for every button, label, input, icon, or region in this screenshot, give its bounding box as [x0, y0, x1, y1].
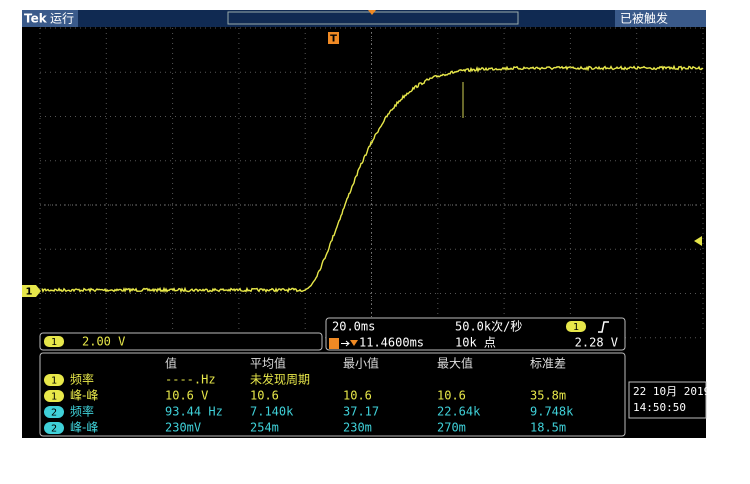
- cell: 230mV: [165, 421, 201, 435]
- trigger-channel: 1: [573, 322, 579, 333]
- cell: 22.64k: [437, 405, 481, 419]
- cell: 9.748k: [530, 405, 574, 419]
- cell: 93.44 Hz: [165, 405, 223, 419]
- column-header: 最大值: [437, 356, 473, 371]
- channel-id: 1: [51, 337, 57, 348]
- cell: 270m: [437, 421, 466, 435]
- status-panel: [22, 10, 78, 27]
- trigger-level: 2.28 V: [575, 336, 618, 350]
- datetime-box: [628, 381, 707, 419]
- measurement-box: [39, 352, 626, 437]
- cell: 10.6: [437, 389, 466, 403]
- trigger-status: 已被触发: [620, 11, 668, 26]
- channel-badge: [44, 336, 64, 347]
- date: 22 10月 2019: [633, 385, 710, 398]
- channel-box: [39, 332, 323, 351]
- sample-rate: 50.0k次/秒: [455, 320, 522, 334]
- trigger-slope-icon: [598, 321, 609, 333]
- channel-badge: [44, 390, 64, 402]
- cell: 10.6 V: [165, 389, 208, 403]
- cell: 35.8m: [530, 389, 566, 403]
- waveform-trace: [41, 64, 704, 294]
- top-bar: [22, 10, 706, 27]
- trigger-point-marker: [368, 10, 376, 15]
- volts-per-div: 2.00 V: [82, 335, 125, 349]
- row-name: 峰-峰: [70, 421, 98, 435]
- trigger-marker-bg: [328, 32, 339, 44]
- cell: 37.17: [343, 405, 379, 419]
- row-name: 频率: [70, 404, 94, 419]
- channel-marker-arrow: [36, 285, 41, 297]
- channel-marker-bg: [22, 285, 36, 297]
- cell: 10.6: [343, 389, 372, 403]
- cell: 10.6: [250, 389, 279, 403]
- cell: 7.140k: [250, 405, 294, 419]
- column-header: 值: [165, 356, 177, 371]
- channel-badge: [44, 422, 64, 434]
- column-header: 标准差: [530, 357, 566, 371]
- cell: 254m: [250, 421, 279, 435]
- column-header: 平均值: [250, 356, 286, 371]
- run-status: 运行: [50, 12, 74, 26]
- trigger-pos-icon: [329, 338, 339, 349]
- cell: 未发现周期: [250, 372, 310, 387]
- cell: 18.5m: [530, 421, 566, 435]
- row-name: 频率: [70, 372, 94, 387]
- row-channel: 2: [51, 424, 57, 435]
- time: 14:50:50: [633, 401, 686, 414]
- channel-badge: [44, 374, 64, 386]
- cell: 230m: [343, 421, 372, 435]
- channel-marker: 1: [26, 287, 33, 298]
- time-per-div: 20.0ms: [332, 320, 375, 334]
- brand: Tek: [24, 12, 48, 26]
- channel-badge: [44, 406, 64, 418]
- column-header: 最小值: [343, 356, 379, 371]
- trigger-pos-down: [350, 340, 358, 346]
- cell: ----.Hz: [165, 373, 216, 387]
- row-channel: 1: [51, 376, 57, 387]
- trigger-pos-arrow: [341, 340, 350, 347]
- trigger-channel-badge: [566, 321, 586, 332]
- record-length: 10k 点: [455, 336, 496, 350]
- row-name: 峰-峰: [70, 389, 98, 403]
- row-channel: 1: [51, 392, 57, 403]
- timebase-box: [325, 317, 626, 351]
- trigger-status-panel: [615, 10, 706, 27]
- trigger-position: 11.4600ms: [359, 336, 424, 350]
- row-channel: 2: [51, 408, 57, 419]
- trigger-marker: T: [330, 34, 337, 45]
- trigger-level-marker: [694, 236, 702, 246]
- measurement-table: 值 平均值 最小值 最大值 标准差 1 频率 ----.Hz 未发现周期 1 峰-峰 10.6 V 10…: [44, 356, 574, 435]
